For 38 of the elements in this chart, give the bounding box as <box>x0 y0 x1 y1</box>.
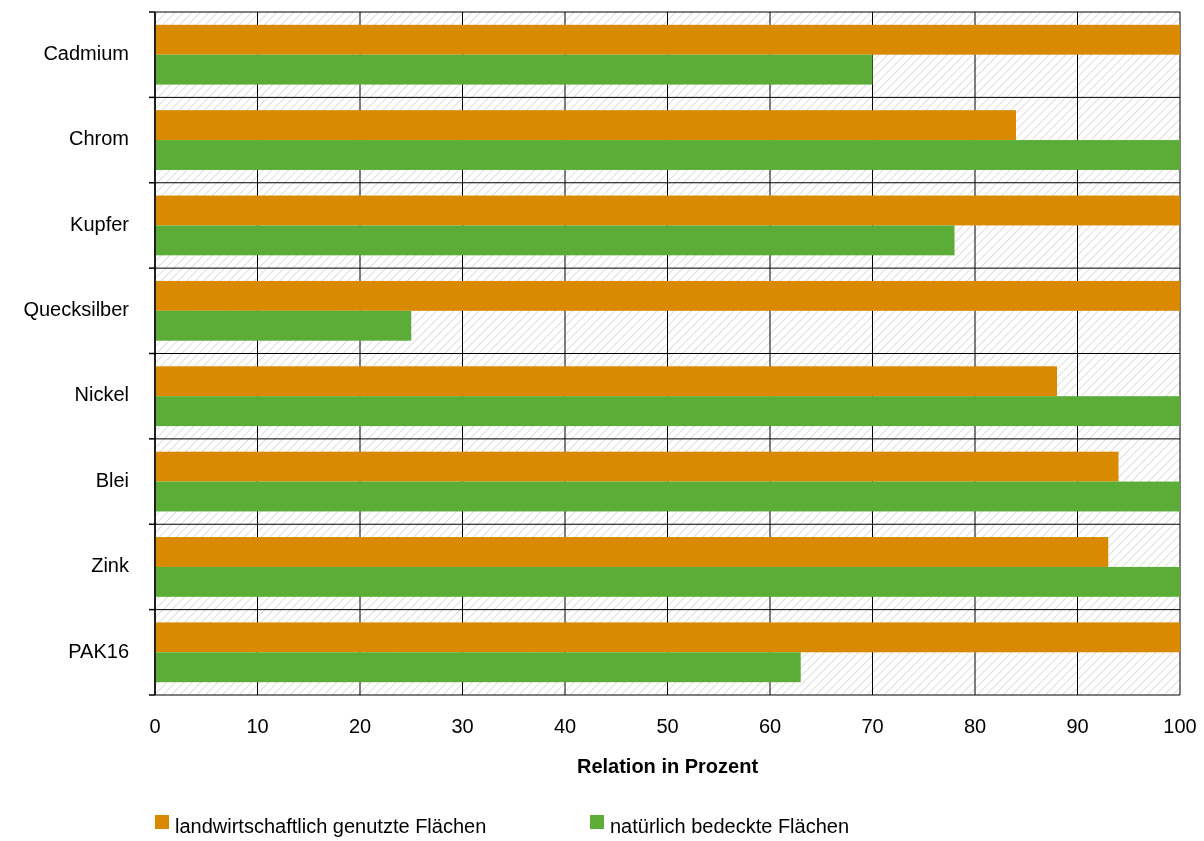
y-tick-label: Zink <box>91 554 130 577</box>
bar <box>155 310 412 341</box>
y-tick-label: PAK16 <box>68 639 129 662</box>
y-tick-label: Quecksilber <box>23 298 130 321</box>
bar <box>155 396 1180 427</box>
bar <box>155 24 1180 55</box>
bar <box>155 225 955 256</box>
x-tick-label: 40 <box>553 715 577 737</box>
x-tick-label: 0 <box>149 715 161 737</box>
bar <box>155 622 1180 653</box>
y-tick-label: Chrom <box>68 127 129 150</box>
bar <box>155 110 1016 141</box>
bar <box>155 140 1180 170</box>
legend-label: natürlich bedeckte Flächen <box>610 815 850 838</box>
y-tick-label: Nickel <box>74 383 129 406</box>
bar <box>155 195 1180 226</box>
bar <box>155 652 801 683</box>
x-tick-label: 90 <box>1066 715 1089 737</box>
bar <box>155 451 1119 482</box>
legend-label: landwirtschaftlich genutzte Flächen <box>175 815 487 838</box>
bar <box>155 566 1180 597</box>
y-tick-label: Kupfer <box>70 212 130 235</box>
x-tick-label: 10 <box>246 715 269 737</box>
x-tick-label: 30 <box>451 715 474 737</box>
x-axis-title: Relation in Prozent <box>576 755 759 777</box>
bar <box>155 54 873 85</box>
bar <box>155 481 1180 512</box>
bar <box>155 537 1109 567</box>
bar <box>155 366 1057 397</box>
y-tick-label: Cadmium <box>43 41 129 64</box>
x-tick-label: 50 <box>656 715 679 737</box>
x-tick-label: 20 <box>348 715 372 737</box>
x-tick-label: 70 <box>861 715 884 737</box>
x-tick-label: 100 <box>1163 715 1197 737</box>
x-tick-label: 80 <box>963 715 987 737</box>
bar <box>155 280 1180 311</box>
x-tick-label: 60 <box>758 715 782 737</box>
y-tick-label: Blei <box>95 468 129 491</box>
